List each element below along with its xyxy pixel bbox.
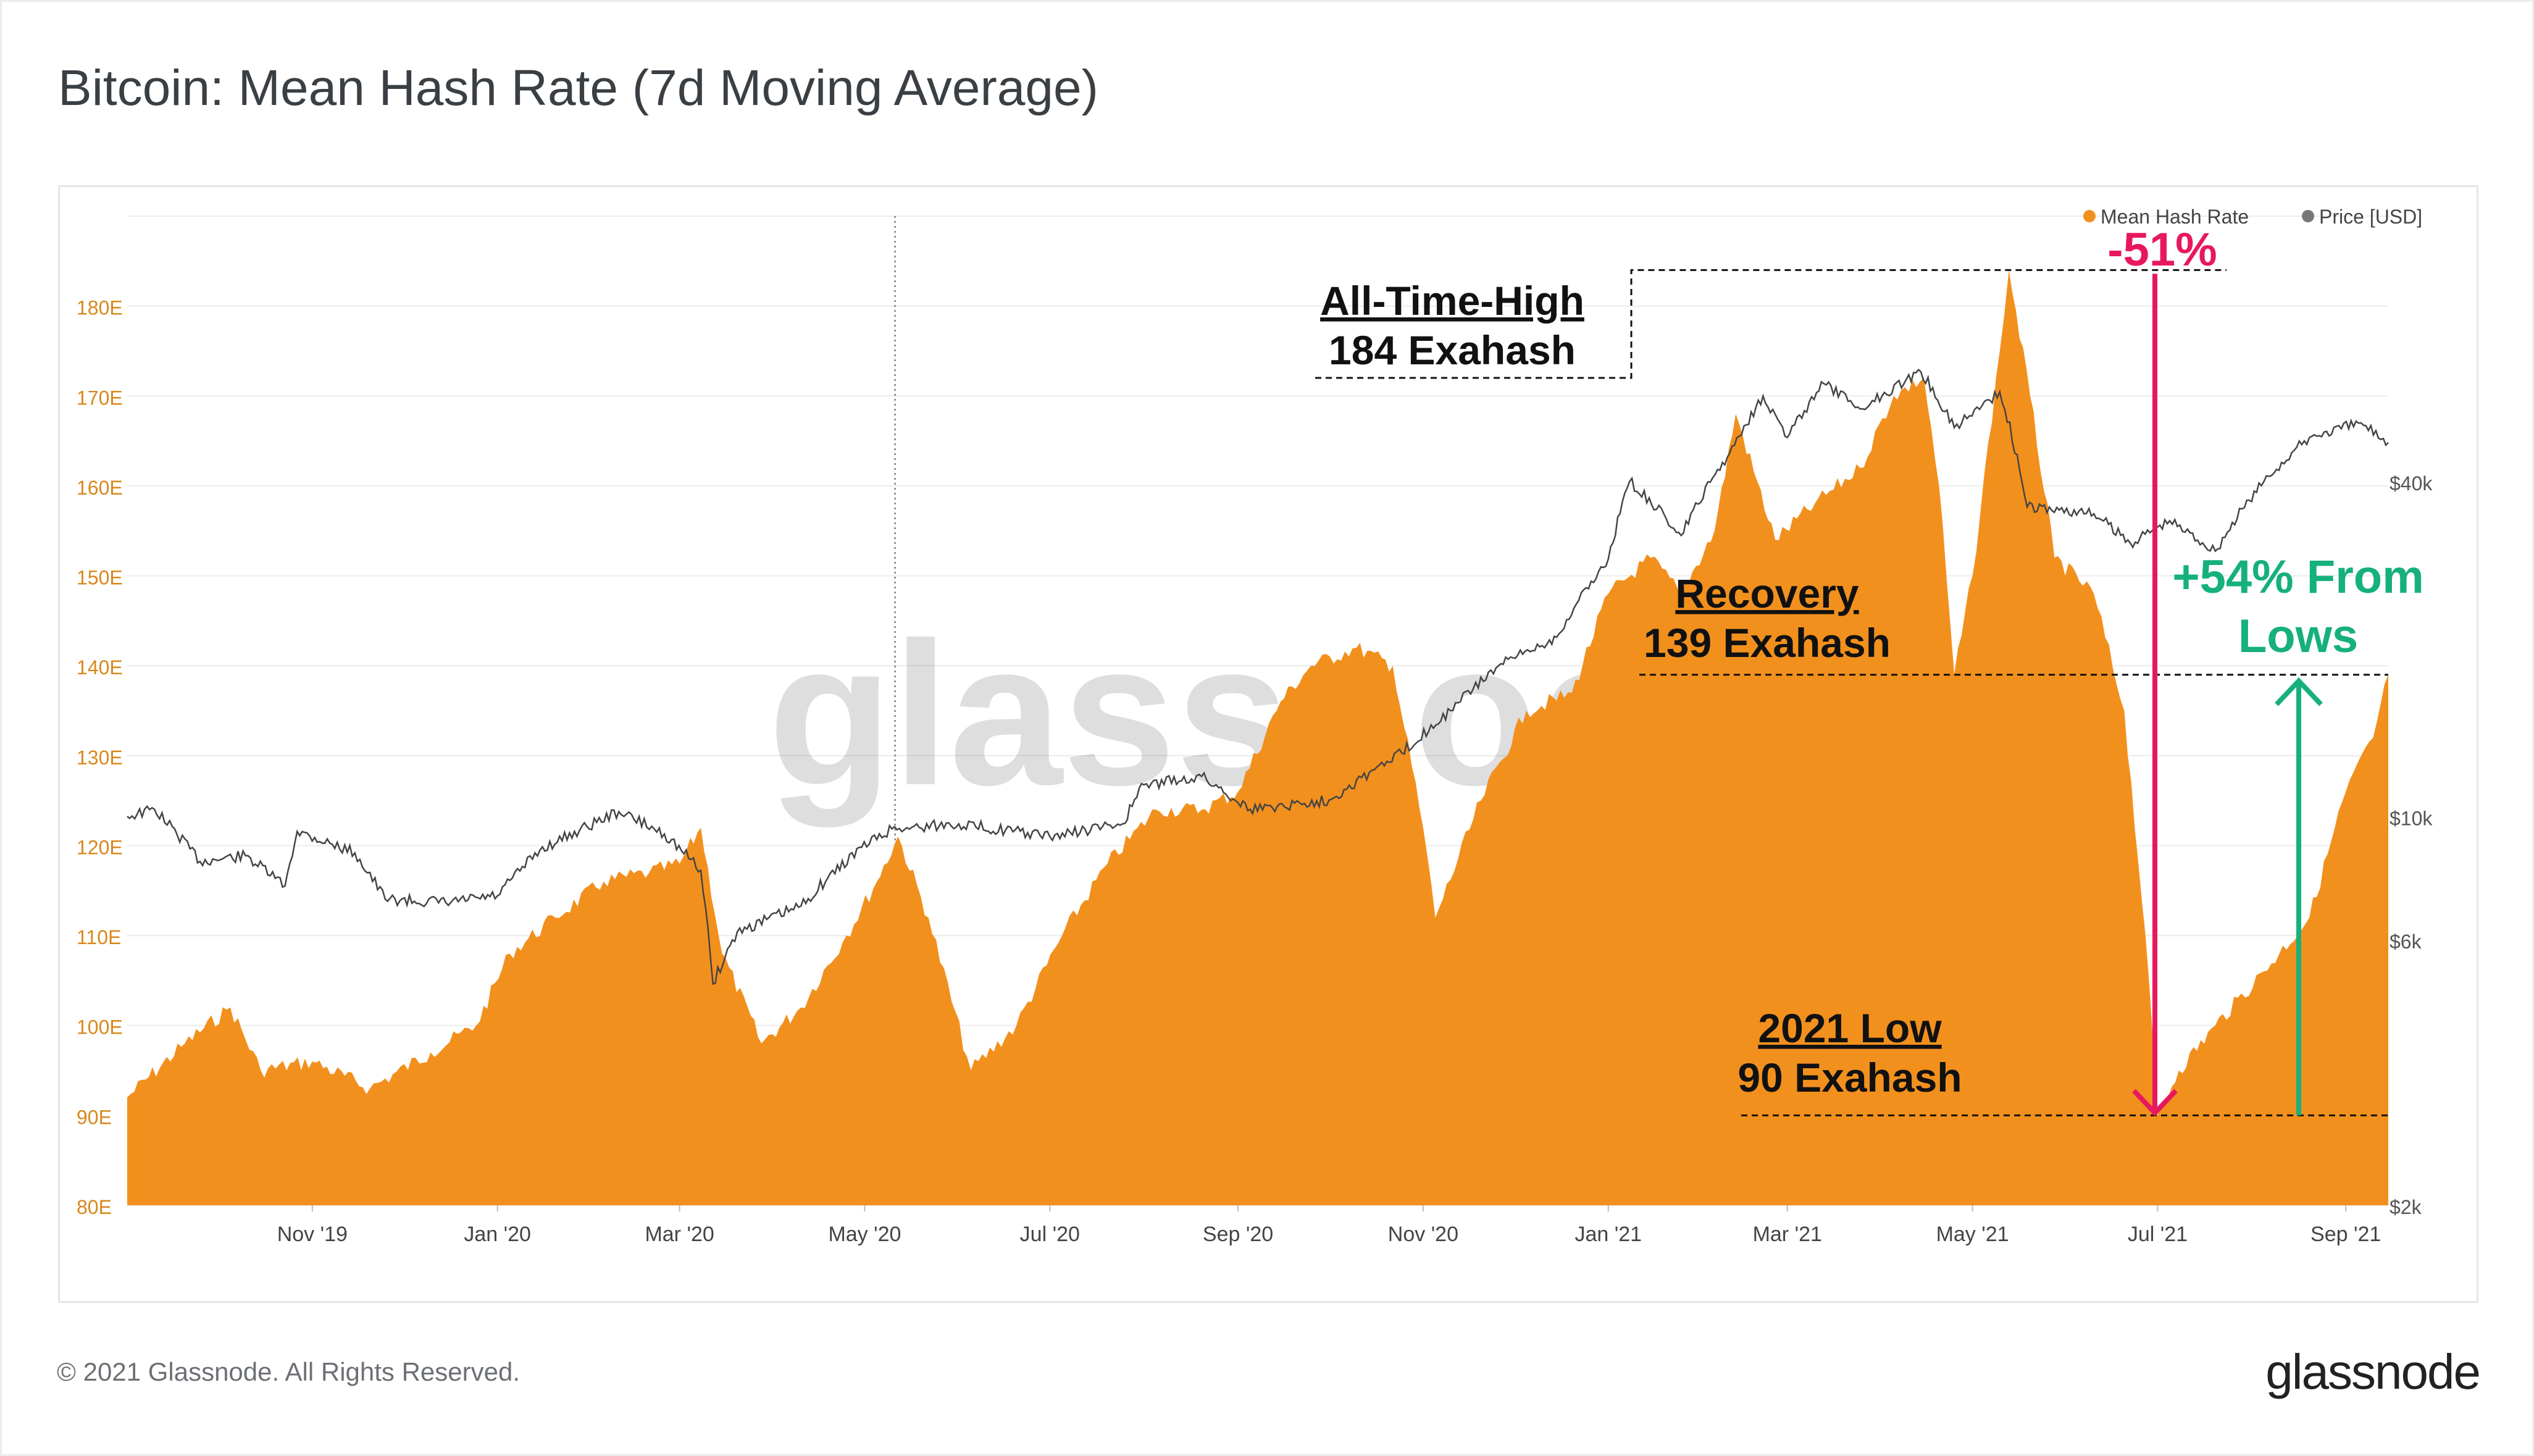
recovery-annotation-value: 139 Exahash (1644, 620, 1891, 666)
legend-marker-hash-rate (2083, 210, 2096, 222)
y-left-tick-label: 120E (77, 836, 123, 858)
y-left-tick-label: 150E (77, 567, 123, 589)
y-right-tick-label: $10k (2390, 807, 2433, 829)
x-tick-label: Jul '20 (1020, 1223, 1080, 1246)
y-left-tick-label: 180E (77, 297, 123, 319)
y-right-tick-label: $6k (2390, 931, 2422, 953)
x-tick-label: May '21 (1936, 1223, 2009, 1246)
x-tick-label: Sep '21 (2310, 1223, 2381, 1246)
y-right-tick-label: $2k (2390, 1196, 2422, 1218)
y-left-tick-label: 160E (77, 477, 123, 499)
chart-title: Bitcoin: Mean Hash Rate (7d Moving Avera… (58, 60, 1098, 116)
ath-annotation-value: 184 Exahash (1329, 327, 1576, 373)
drop-arrow-head (2132, 1089, 2178, 1117)
rise-percent-label: +54% From (2172, 551, 2424, 603)
x-tick-label: Sep '20 (1203, 1223, 1273, 1246)
legend-label-price: Price [USD] (2319, 206, 2422, 228)
y-left-tick-label: 90E (77, 1106, 112, 1128)
x-tick-label: Jul '21 (2128, 1223, 2188, 1246)
recovery-annotation-title: Recovery (1675, 571, 1859, 616)
x-tick-label: May '20 (828, 1223, 901, 1246)
legend-label-hash-rate: Mean Hash Rate (2101, 206, 2249, 228)
ath-annotation-title: All-Time-High (1320, 278, 1584, 324)
x-tick-label: Jan '21 (1574, 1223, 1642, 1246)
ath-dashed-line (1315, 269, 2227, 379)
copyright-text: © 2021 Glassnode. All Rights Reserved. (57, 1357, 521, 1386)
y-left-tick-label: 170E (77, 387, 123, 409)
drop-percent-label: -51% (2107, 224, 2217, 276)
y-left-tick-label: 110E (77, 926, 121, 948)
y-left-tick-label: 80E (77, 1196, 112, 1218)
y-left-tick-label: 130E (77, 747, 123, 769)
legend-marker-price (2302, 210, 2314, 222)
rise-percent-label-line2: Lows (2238, 610, 2358, 663)
x-tick-label: Nov '19 (277, 1223, 348, 1246)
low-annotation-title: 2021 Low (1758, 1005, 1942, 1051)
x-tick-label: Nov '20 (1388, 1223, 1458, 1246)
rise-arrow-head (2275, 677, 2323, 706)
low-annotation-value: 90 Exahash (1737, 1055, 1962, 1100)
x-tick-label: Jan '20 (464, 1223, 531, 1246)
x-tick-label: Mar '21 (1753, 1223, 1822, 1246)
price-line (127, 369, 2389, 985)
y-left-tick-label: 100E (77, 1016, 123, 1039)
y-right-tick-label: $40k (2390, 472, 2433, 495)
y-left-tick-label: 140E (77, 656, 123, 679)
brand-logo: glassnode (2265, 1344, 2481, 1399)
hash-rate-area (127, 270, 2388, 1205)
x-tick-label: Mar '20 (645, 1223, 714, 1246)
